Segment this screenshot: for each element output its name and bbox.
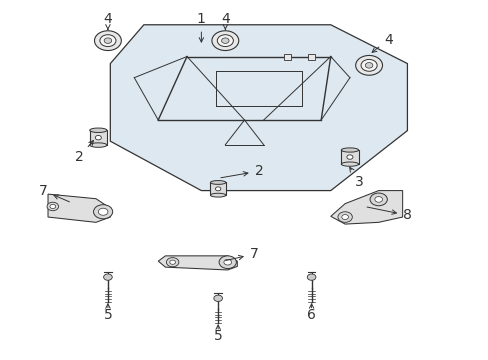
Polygon shape bbox=[48, 194, 110, 222]
Bar bbox=[210, 183, 225, 195]
Circle shape bbox=[100, 35, 116, 46]
Text: 1: 1 bbox=[197, 13, 205, 42]
Circle shape bbox=[306, 274, 315, 280]
Circle shape bbox=[47, 202, 59, 211]
Text: 5: 5 bbox=[103, 308, 112, 322]
Circle shape bbox=[215, 187, 221, 191]
Circle shape bbox=[103, 274, 112, 280]
Text: 8: 8 bbox=[366, 207, 411, 222]
Text: 4: 4 bbox=[103, 13, 112, 30]
Text: 4: 4 bbox=[221, 13, 229, 30]
Bar bbox=[283, 54, 291, 60]
Text: 3: 3 bbox=[349, 167, 363, 189]
Polygon shape bbox=[330, 190, 402, 224]
Circle shape bbox=[169, 260, 175, 264]
Circle shape bbox=[213, 295, 222, 301]
Circle shape bbox=[219, 256, 236, 269]
Circle shape bbox=[221, 38, 228, 44]
Circle shape bbox=[94, 31, 121, 50]
Circle shape bbox=[93, 205, 112, 219]
Ellipse shape bbox=[89, 128, 107, 132]
Circle shape bbox=[337, 212, 351, 222]
Circle shape bbox=[224, 259, 231, 265]
Text: 2: 2 bbox=[75, 141, 93, 164]
Text: 4: 4 bbox=[371, 33, 392, 52]
Bar bbox=[307, 54, 315, 60]
Text: 7: 7 bbox=[39, 184, 69, 202]
Ellipse shape bbox=[341, 162, 358, 166]
Ellipse shape bbox=[210, 193, 225, 197]
Circle shape bbox=[346, 155, 352, 159]
Polygon shape bbox=[158, 256, 237, 270]
Text: 6: 6 bbox=[306, 308, 315, 322]
Polygon shape bbox=[110, 25, 407, 190]
Ellipse shape bbox=[210, 181, 225, 184]
Circle shape bbox=[50, 204, 56, 208]
Bar bbox=[341, 150, 358, 164]
Circle shape bbox=[211, 31, 238, 50]
Ellipse shape bbox=[89, 143, 107, 147]
Circle shape bbox=[369, 193, 386, 206]
Ellipse shape bbox=[341, 148, 358, 152]
Bar bbox=[89, 130, 107, 145]
Circle shape bbox=[217, 35, 233, 46]
Text: 5: 5 bbox=[213, 329, 222, 343]
Circle shape bbox=[104, 38, 111, 44]
Circle shape bbox=[374, 197, 382, 202]
Circle shape bbox=[360, 59, 376, 71]
Text: 2: 2 bbox=[221, 164, 263, 178]
Circle shape bbox=[365, 63, 372, 68]
Circle shape bbox=[355, 55, 382, 75]
Circle shape bbox=[166, 258, 179, 267]
Circle shape bbox=[98, 208, 108, 215]
Circle shape bbox=[95, 135, 101, 140]
Text: 7: 7 bbox=[225, 247, 258, 261]
Circle shape bbox=[341, 215, 348, 220]
